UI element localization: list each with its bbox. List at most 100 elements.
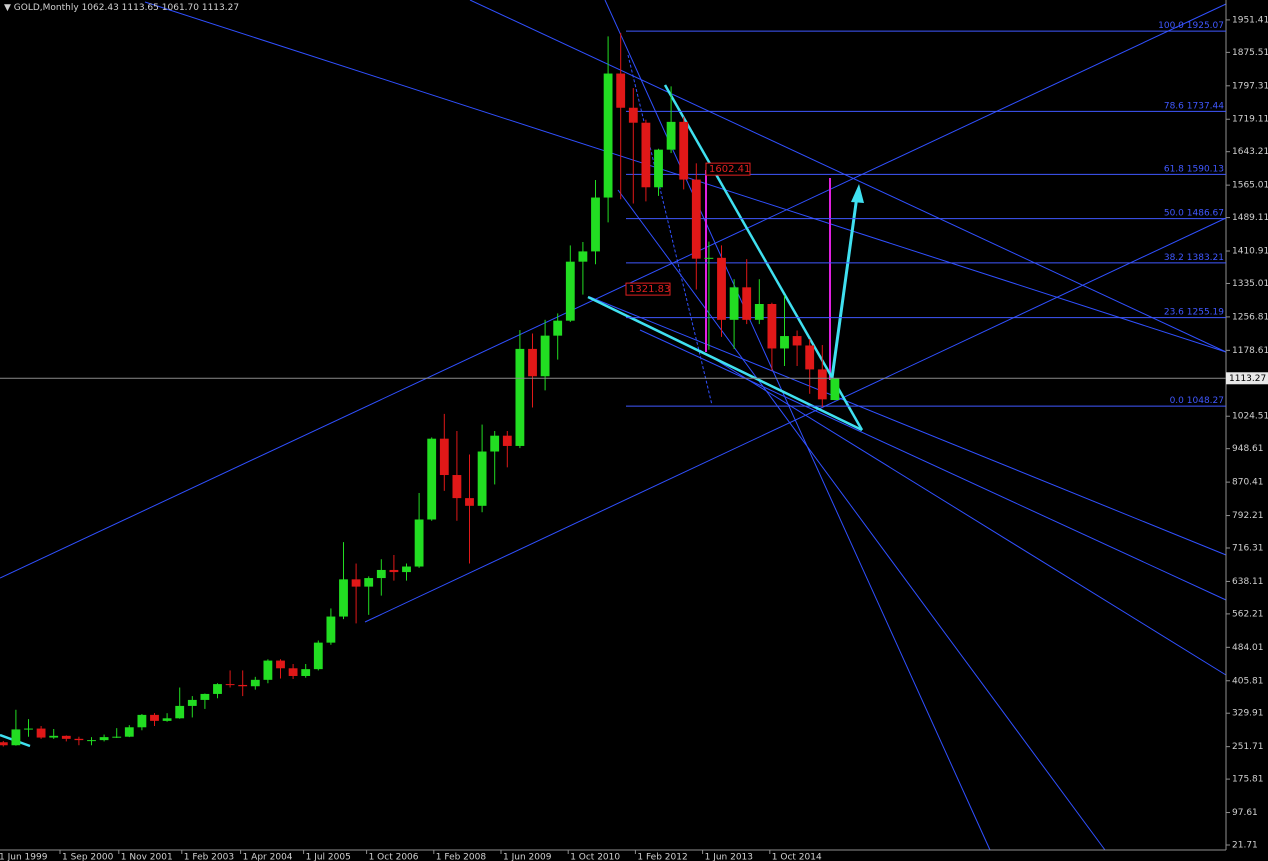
y-tick-label: 1410.91 (1232, 247, 1268, 257)
candle-body (414, 519, 424, 567)
y-tick-label: 329.91 (1232, 709, 1264, 719)
x-tick-label: 1 Oct 2010 (570, 853, 620, 861)
candle-body (830, 378, 840, 401)
fib-ratio: 0.0 (1170, 396, 1185, 406)
candle-body (250, 679, 260, 687)
candle-body (691, 179, 701, 259)
candle-body (553, 320, 563, 336)
candle-body (175, 705, 185, 719)
fib-ratio: 100.0 (1158, 21, 1184, 31)
y-tick-label: 1643.21 (1232, 147, 1268, 157)
candle-body (112, 736, 122, 738)
candle-body (301, 669, 311, 676)
candle-body (313, 642, 323, 670)
candle-body (137, 714, 147, 728)
x-tick-label: 1 Feb 2008 (436, 853, 487, 861)
candle-body (0, 742, 8, 746)
arrow-head (851, 184, 864, 203)
ohlc: 1113.65 (122, 3, 159, 13)
candle-body (187, 699, 197, 706)
candle-body (490, 435, 500, 452)
ohlc: 1062.43 (82, 3, 119, 13)
candle-body (364, 578, 374, 587)
x-tick-label: 1 Nov 2001 (121, 853, 173, 861)
candle-body (263, 660, 273, 680)
candle-body (641, 122, 651, 188)
trend-line (0, 3, 1227, 579)
candle-body (11, 729, 21, 746)
fib-price: 1383.21 (1187, 252, 1224, 262)
y-tick-label: 716.31 (1232, 544, 1264, 554)
candle-body (376, 569, 386, 579)
candle-body (628, 107, 638, 123)
x-tick-label: 1 Jun 1999 (0, 853, 48, 861)
candle-body (225, 684, 235, 686)
price-tag-label: 1321.83 (629, 284, 670, 295)
trend-line (639, 329, 1227, 601)
fib-label: 78.6 1737.44 (1164, 101, 1224, 111)
candle-body (99, 737, 109, 741)
price-tag-box (625, 282, 671, 296)
candle-body (528, 348, 537, 377)
candle-body (427, 438, 437, 520)
candle-body (200, 693, 210, 700)
candle-body (666, 121, 676, 150)
x-tick-label: 1 Feb 2012 (637, 853, 687, 861)
y-tick-label: 251.71 (1232, 742, 1264, 752)
y-tick-label: 1178.61 (1232, 346, 1268, 356)
x-tick-label: 1 Oct 2014 (772, 853, 822, 861)
candle-body (150, 714, 159, 721)
wedge-line (663, 84, 864, 431)
dropdown-icon[interactable]: ▼ (4, 3, 14, 13)
candle-body (578, 251, 588, 262)
fib-price: 1737.44 (1187, 101, 1224, 111)
candle-body (729, 287, 739, 320)
trend-line (617, 189, 1106, 851)
trend-line (699, 349, 1227, 676)
y-tick-label: 638.11 (1232, 577, 1264, 587)
fib-price: 1486.67 (1187, 208, 1224, 218)
symbol: GOLD,Monthly (14, 3, 80, 13)
candle-body (515, 348, 525, 446)
fib-ratio: 38.2 (1164, 252, 1184, 262)
y-tick-label: 484.01 (1232, 643, 1264, 653)
ohlc: 1061.70 (162, 3, 199, 13)
fib-ratio: 23.6 (1164, 307, 1184, 317)
candle-body (402, 566, 411, 573)
candle-body (439, 438, 449, 476)
candle-body (780, 336, 789, 349)
price-tag-label: 1602.41 (709, 164, 750, 175)
candle-body (477, 451, 487, 506)
candle-body (679, 121, 689, 180)
y-tick-label: 21.71 (1232, 840, 1258, 850)
candle-body (754, 303, 764, 320)
y-tick-label: 1719.11 (1232, 115, 1268, 125)
price-tag-box (705, 162, 751, 176)
candle-body (61, 735, 71, 739)
fib-ratio: 61.8 (1164, 164, 1184, 174)
symbol-header: ▼ GOLD,Monthly 1062.43 1113.65 1061.70 1… (4, 3, 239, 13)
candle-body (805, 345, 815, 370)
y-tick-label: 1024.51 (1232, 412, 1268, 422)
candle-body (74, 738, 84, 741)
x-tick-label: 1 Sep 2000 (62, 853, 114, 861)
candle-body (792, 336, 802, 346)
x-tick-label: 1 Feb 2003 (184, 853, 234, 861)
candle-body (540, 335, 550, 377)
fib-label: 100.0 1925.07 (1158, 21, 1224, 31)
y-tick-label: 792.21 (1232, 511, 1264, 521)
candle-body (276, 660, 285, 669)
candle-body (465, 498, 474, 506)
current-price-label: 1113.27 (1229, 374, 1266, 384)
y-tick-label: 405.81 (1232, 676, 1264, 686)
y-tick-label: 1565.01 (1232, 181, 1268, 191)
candle-body (767, 303, 777, 349)
fib-label: 38.2 1383.21 (1164, 252, 1224, 262)
arrow-shaft (830, 195, 859, 379)
candle-body (124, 727, 134, 737)
candle-body (817, 369, 827, 400)
y-tick-label: 1335.01 (1232, 279, 1268, 289)
candle-body (502, 435, 512, 446)
candle-body (351, 579, 361, 587)
ohlc: 1113.27 (202, 3, 239, 13)
